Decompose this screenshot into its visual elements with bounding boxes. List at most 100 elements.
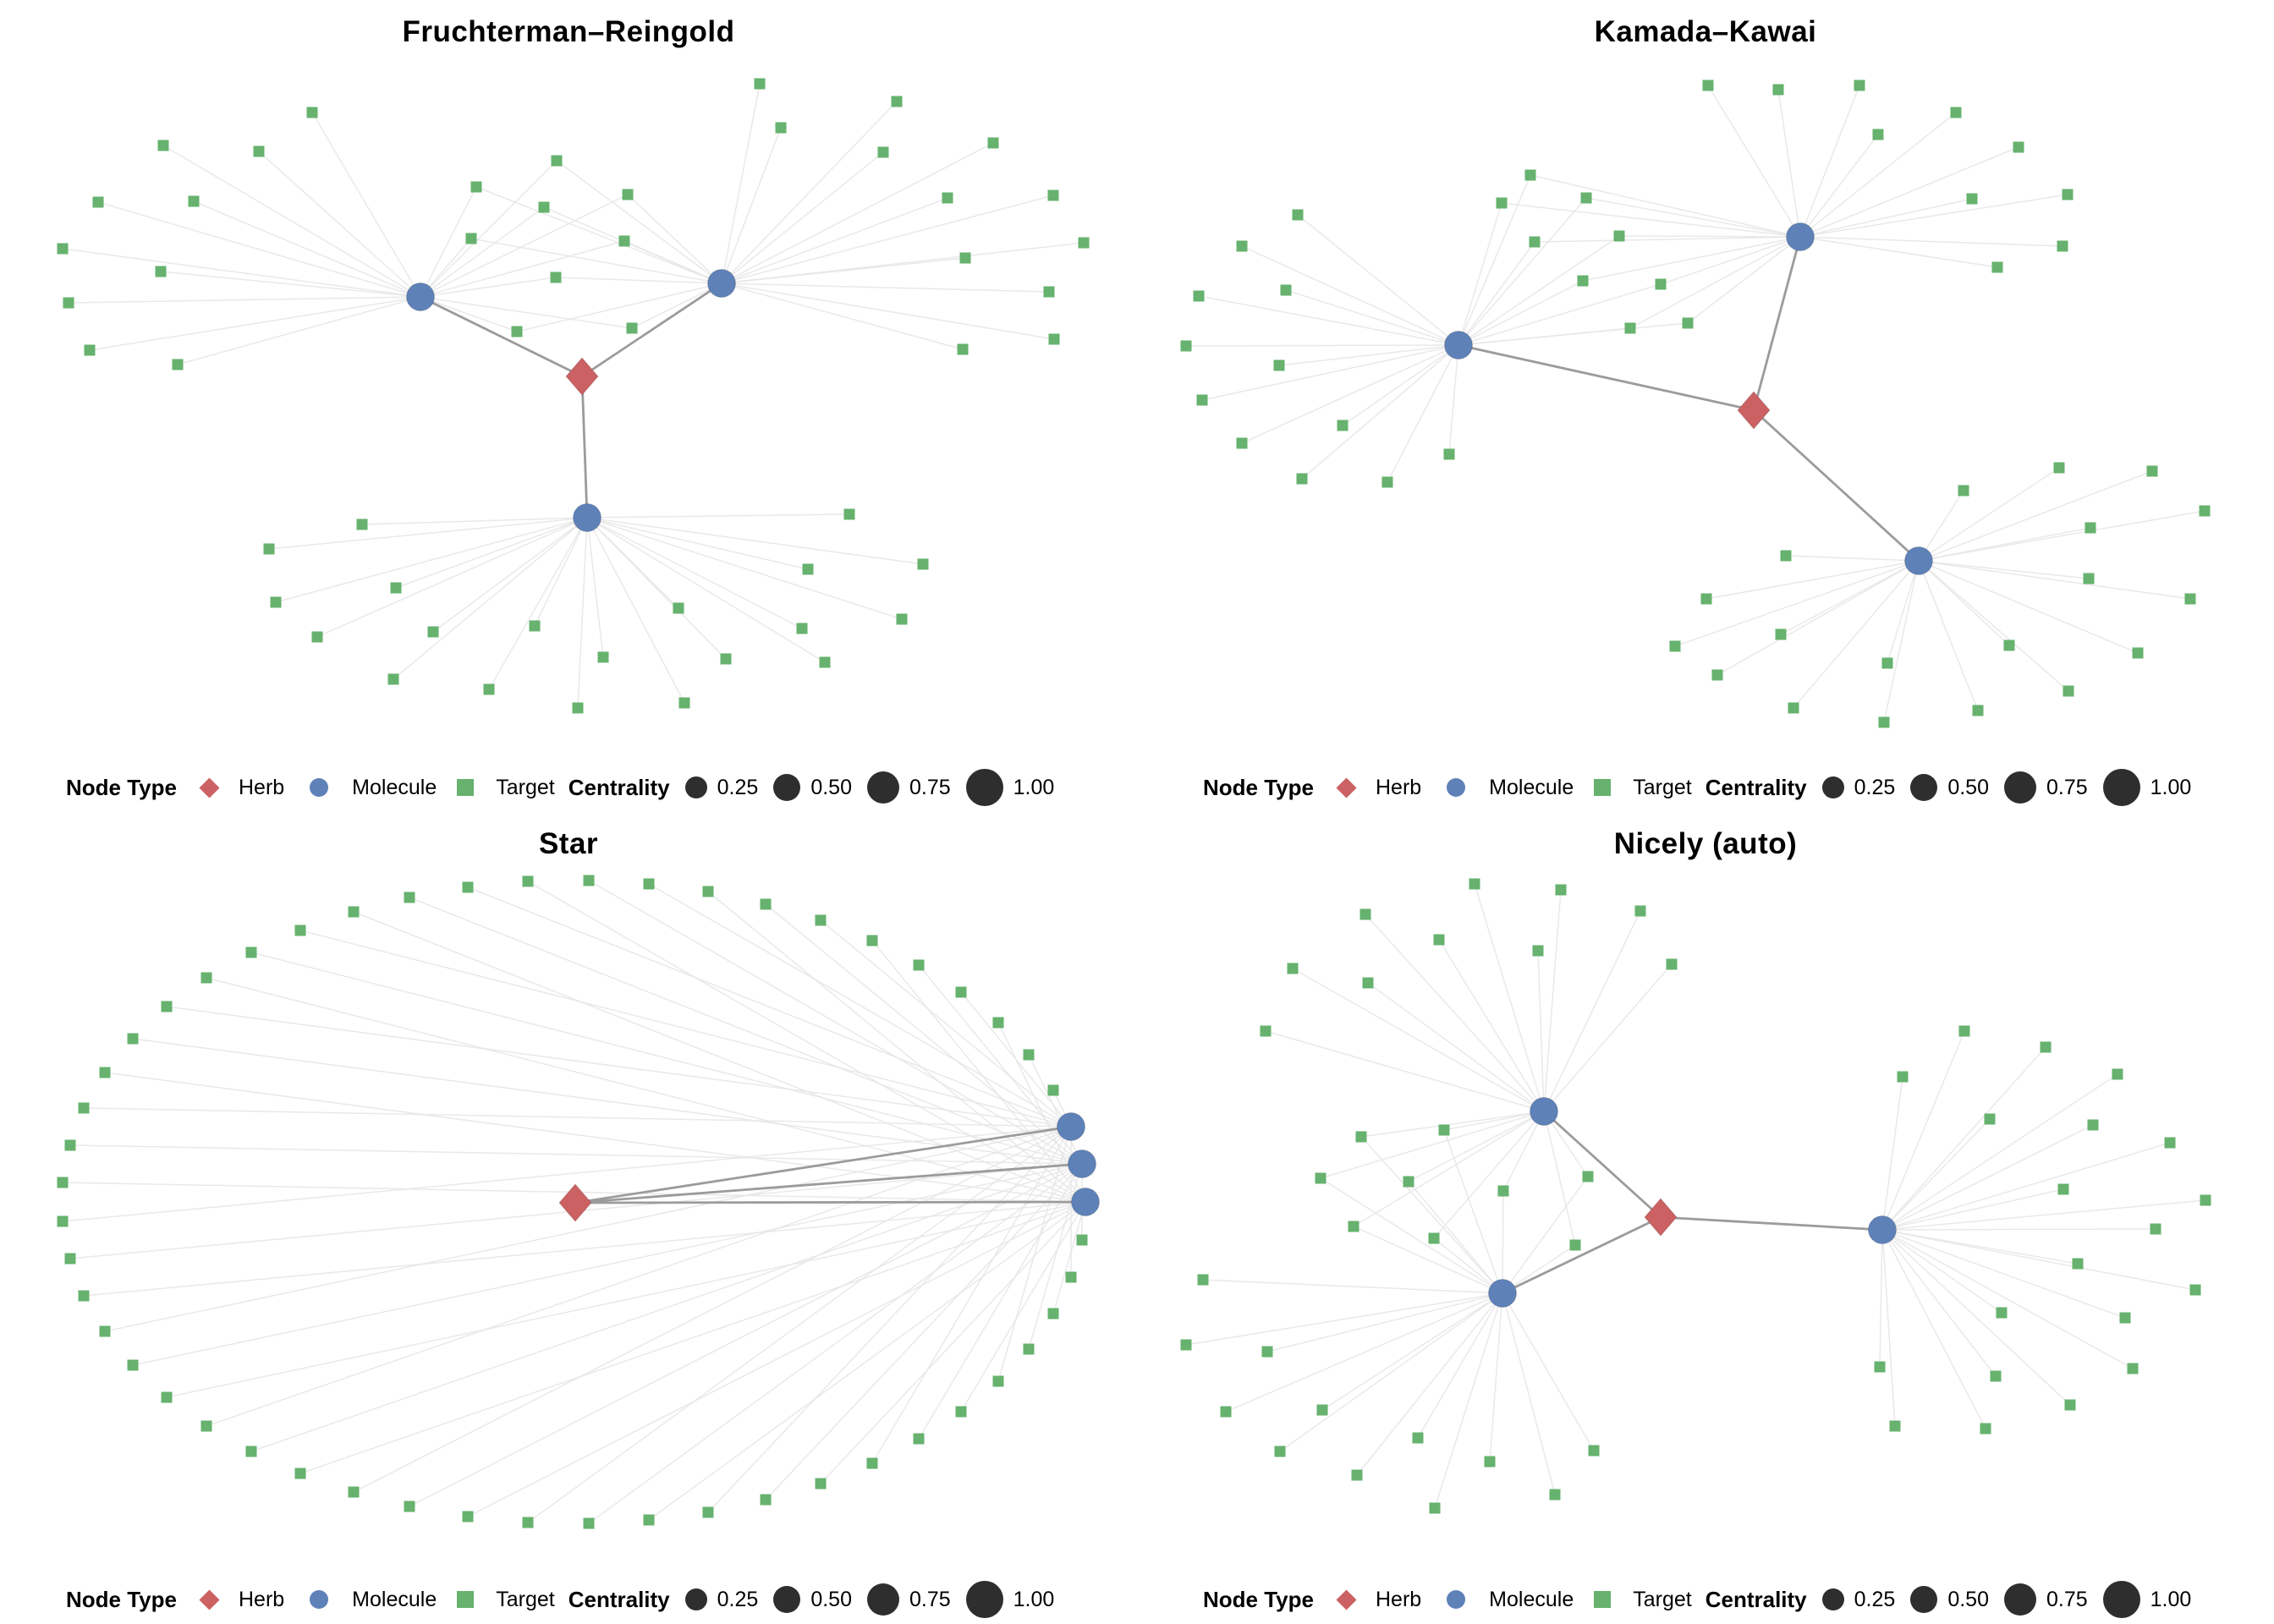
molecule-target-edge — [1618, 235, 1801, 238]
target-node — [1529, 236, 1541, 248]
target-node — [866, 935, 878, 946]
molecule-target-edge — [420, 194, 629, 298]
target-node — [404, 1501, 415, 1512]
target-node — [1772, 84, 1784, 96]
target-node — [1991, 261, 2003, 273]
molecule-target-edge — [104, 1126, 1072, 1332]
molecule-target-edge — [353, 1126, 1072, 1493]
target-node — [896, 613, 908, 625]
molecule-target-edge — [527, 1126, 1072, 1523]
molecule-target-edge — [1793, 560, 1920, 709]
target-node — [1788, 702, 1799, 714]
molecule-target-edge — [420, 160, 558, 298]
molecule-legend-icon — [1447, 778, 1466, 797]
centrality-size-icon — [965, 1581, 1003, 1618]
target-node — [1497, 1185, 1509, 1197]
target-node — [64, 1253, 76, 1265]
molecule-target-edge — [409, 1163, 1083, 1507]
molecule-target-edge — [1881, 1229, 2002, 1314]
herb-node — [565, 357, 599, 396]
molecule-target-edge — [1799, 85, 1860, 238]
centrality-size-icon — [773, 1586, 801, 1613]
target-node — [172, 359, 184, 370]
target-node — [1078, 237, 1090, 249]
molecule-target-edge — [1360, 1111, 1545, 1138]
molecule-target-edge — [69, 1144, 1083, 1165]
molecule-target-edge — [1502, 1190, 1504, 1294]
target-node — [1555, 884, 1567, 896]
target-node — [522, 875, 534, 887]
molecule-target-edge — [1443, 1111, 1545, 1131]
target-node — [959, 252, 971, 264]
molecule-target-edge — [707, 1126, 1072, 1513]
molecule-target-edge — [1502, 1244, 1576, 1294]
target-node — [775, 122, 787, 134]
molecule-target-edge — [470, 238, 722, 284]
target-node — [270, 596, 282, 608]
molecule-target-edge — [1660, 236, 1801, 285]
target-legend-icon — [457, 1591, 475, 1608]
target-node — [1496, 197, 1508, 209]
molecule-target-edge — [588, 1163, 1083, 1524]
target-node — [1532, 945, 1544, 957]
molecule-target-edge — [1458, 197, 1587, 346]
network-plot — [57, 875, 1100, 1529]
target-node — [294, 1468, 306, 1479]
target-node — [1682, 317, 1694, 329]
herb-molecule-edge — [1502, 1215, 1662, 1295]
molecule-target-edge — [1879, 1229, 1883, 1368]
herb-legend-icon — [1336, 1588, 1357, 1610]
target-node — [2199, 505, 2211, 517]
molecule-target-edge — [721, 151, 884, 284]
target-node — [1348, 1221, 1359, 1232]
molecule-target-edge — [316, 517, 588, 638]
target-node — [57, 1215, 69, 1227]
target-node — [1484, 1456, 1496, 1468]
centrality-size-label: 0.25 — [717, 1587, 759, 1611]
legend-centrality-title: Centrality — [568, 774, 670, 800]
herb-legend-label: Herb — [1375, 1587, 1422, 1611]
molecule-target-edge — [1707, 85, 1801, 238]
molecule-target-edge — [1320, 1111, 1545, 1179]
molecule-target-edge — [420, 277, 557, 298]
target-node — [1296, 473, 1308, 485]
target-node — [1577, 275, 1589, 287]
molecule-target-edge — [1225, 1292, 1503, 1413]
target-node — [2189, 1284, 2201, 1296]
target-node — [843, 508, 855, 520]
molecule-target-edge — [420, 206, 545, 298]
target-node — [78, 1102, 90, 1114]
target-node — [1711, 669, 1723, 681]
molecule-target-edge — [97, 201, 421, 298]
target-node — [1355, 1131, 1367, 1143]
target-node — [57, 243, 69, 255]
molecule-target-edge — [1534, 236, 1801, 243]
target-node — [572, 702, 584, 714]
target-node — [1433, 934, 1445, 946]
molecule-target-edge — [960, 1201, 1086, 1413]
target-node — [483, 683, 495, 695]
centrality-size-icon — [684, 1588, 707, 1610]
herb-molecule-edge — [1543, 1110, 1662, 1219]
molecule-target-edge — [1530, 174, 1801, 238]
molecule-target-edge — [1279, 1292, 1503, 1452]
target-node — [1412, 1432, 1424, 1444]
molecule-target-edge — [1780, 560, 1920, 635]
target-node — [913, 959, 925, 971]
molecule-target-edge — [1881, 1229, 1997, 1377]
panel-title: Nicely (auto) — [1613, 827, 1798, 860]
target-node — [720, 653, 732, 665]
centrality-size-label: 0.50 — [810, 1587, 852, 1611]
molecule-node — [707, 269, 736, 298]
molecule-target-edge — [420, 296, 633, 329]
molecule-target-edge — [1052, 1201, 1086, 1314]
molecule-target-edge — [648, 883, 1072, 1127]
target-node — [1775, 628, 1787, 640]
molecule-target-edge — [104, 1072, 1086, 1203]
molecule-target-edge — [1202, 1279, 1503, 1294]
molecule-target-edge — [586, 517, 809, 570]
target-node — [1874, 1361, 1886, 1373]
target-node — [1972, 705, 1984, 716]
target-node — [1443, 448, 1455, 460]
